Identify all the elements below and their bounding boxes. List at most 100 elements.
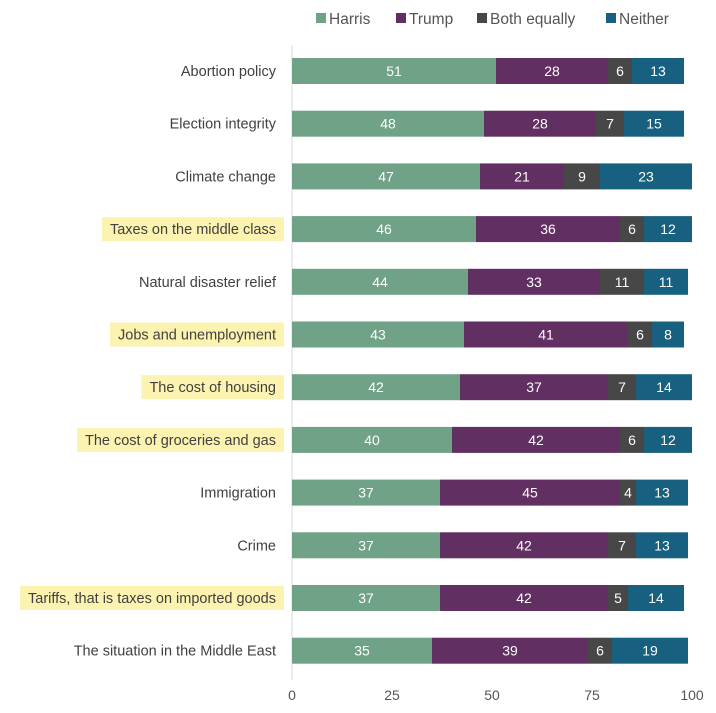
data-label: 40 (364, 432, 380, 448)
bar-segment-both-equally (620, 479, 636, 506)
category-label: Election integrity (170, 117, 277, 133)
data-label: 7 (618, 379, 626, 395)
bar-segment-both-equally (608, 532, 636, 559)
bar-segment-neither (632, 58, 684, 84)
bar-segment-trump (464, 321, 628, 348)
data-label: 13 (650, 63, 666, 79)
data-label: 11 (615, 274, 630, 290)
data-label: 14 (656, 379, 672, 395)
data-label: 37 (358, 590, 374, 606)
category-label: The situation in the Middle East (74, 644, 276, 660)
data-label: 37 (358, 485, 374, 501)
category-label: Climate change (175, 169, 276, 185)
bar-segment-neither (636, 374, 692, 401)
data-label: 28 (544, 63, 560, 79)
bar-segment-trump (496, 58, 608, 84)
category-label: Crime (237, 538, 276, 554)
data-label: 6 (616, 63, 624, 79)
data-label: 46 (376, 221, 392, 237)
legend-swatch-neither (606, 13, 616, 23)
data-label: 4 (624, 485, 632, 501)
bar-segment-harris (292, 58, 496, 84)
bar-segment-both-equally (564, 163, 600, 190)
data-label: 12 (660, 432, 676, 448)
bar-segment-both-equally (608, 374, 636, 401)
bar-segment-trump (484, 110, 596, 137)
bar-segment-harris (292, 216, 476, 243)
bar-segment-both-equally (608, 585, 628, 611)
category-highlight (76, 427, 284, 452)
data-label: 39 (502, 643, 518, 659)
legend-swatch-harris (316, 13, 326, 23)
bar-segment-harris (292, 426, 452, 453)
data-label: 6 (628, 221, 636, 237)
data-label: 7 (618, 537, 626, 553)
data-label: 51 (386, 63, 402, 79)
data-label: 42 (516, 537, 532, 553)
data-label: 42 (516, 590, 532, 606)
bar-segment-harris (292, 268, 468, 295)
data-label: 36 (540, 221, 556, 237)
bar-segment-neither (636, 479, 688, 506)
data-label: 6 (636, 327, 644, 343)
data-label: 8 (664, 327, 672, 343)
data-label: 12 (660, 221, 676, 237)
bar-segment-both-equally (600, 268, 644, 295)
bar-segment-trump (440, 532, 608, 559)
category-label: Jobs and unemployment (118, 328, 276, 344)
data-label: 11 (659, 274, 674, 290)
category-highlight (101, 217, 284, 242)
bar-segment-trump (440, 479, 620, 506)
x-tick-label: 0 (288, 687, 296, 703)
x-tick-label: 100 (680, 687, 704, 703)
data-label: 23 (638, 168, 654, 184)
legend-label: Neither (619, 11, 669, 28)
data-label: 19 (642, 643, 658, 659)
bar-segment-harris (292, 532, 440, 559)
bar-segment-harris (292, 637, 432, 664)
data-label: 28 (532, 116, 548, 132)
x-tick-label: 25 (384, 687, 400, 703)
data-label: 15 (646, 116, 662, 132)
legend-label: Trump (409, 11, 453, 28)
category-highlight (141, 375, 284, 400)
bar-segment-neither (612, 637, 688, 664)
data-label: 6 (628, 432, 636, 448)
data-label: 13 (654, 537, 670, 553)
bar-segment-trump (468, 268, 600, 295)
data-label: 21 (514, 168, 530, 184)
category-label: Tariffs, that is taxes on imported goods (28, 591, 276, 607)
data-label: 5 (614, 590, 622, 606)
bar-segment-both-equally (620, 426, 644, 453)
data-label: 7 (606, 116, 614, 132)
bar-segment-harris (292, 479, 440, 506)
data-label: 37 (358, 537, 374, 553)
data-label: 37 (526, 379, 542, 395)
bar-segment-trump (476, 216, 620, 243)
bar-segment-both-equally (620, 216, 644, 243)
bar-segment-both-equally (596, 110, 624, 137)
bar-segment-trump (452, 426, 620, 453)
category-label: Natural disaster relief (139, 275, 277, 291)
bar-segment-harris (292, 585, 440, 611)
data-label: 41 (538, 327, 554, 343)
category-label: The cost of housing (149, 380, 276, 396)
legend-label: Both equally (490, 11, 576, 28)
legend-swatch-trump (396, 13, 406, 23)
bar-segment-both-equally (608, 58, 632, 84)
bar-segment-neither (624, 110, 684, 137)
bar-segment-neither (628, 585, 684, 611)
bar-segment-both-equally (588, 637, 612, 664)
bar-segment-neither (644, 216, 692, 243)
data-label: 14 (648, 590, 664, 606)
data-label: 13 (654, 485, 670, 501)
bar-segment-both-equally (628, 321, 652, 348)
bar-segment-trump (440, 585, 608, 611)
bar-segment-trump (460, 374, 608, 401)
data-label: 42 (528, 432, 544, 448)
bar-segment-harris (292, 374, 460, 401)
data-label: 48 (380, 116, 396, 132)
data-label: 35 (354, 643, 370, 659)
bar-segment-trump (480, 163, 564, 190)
